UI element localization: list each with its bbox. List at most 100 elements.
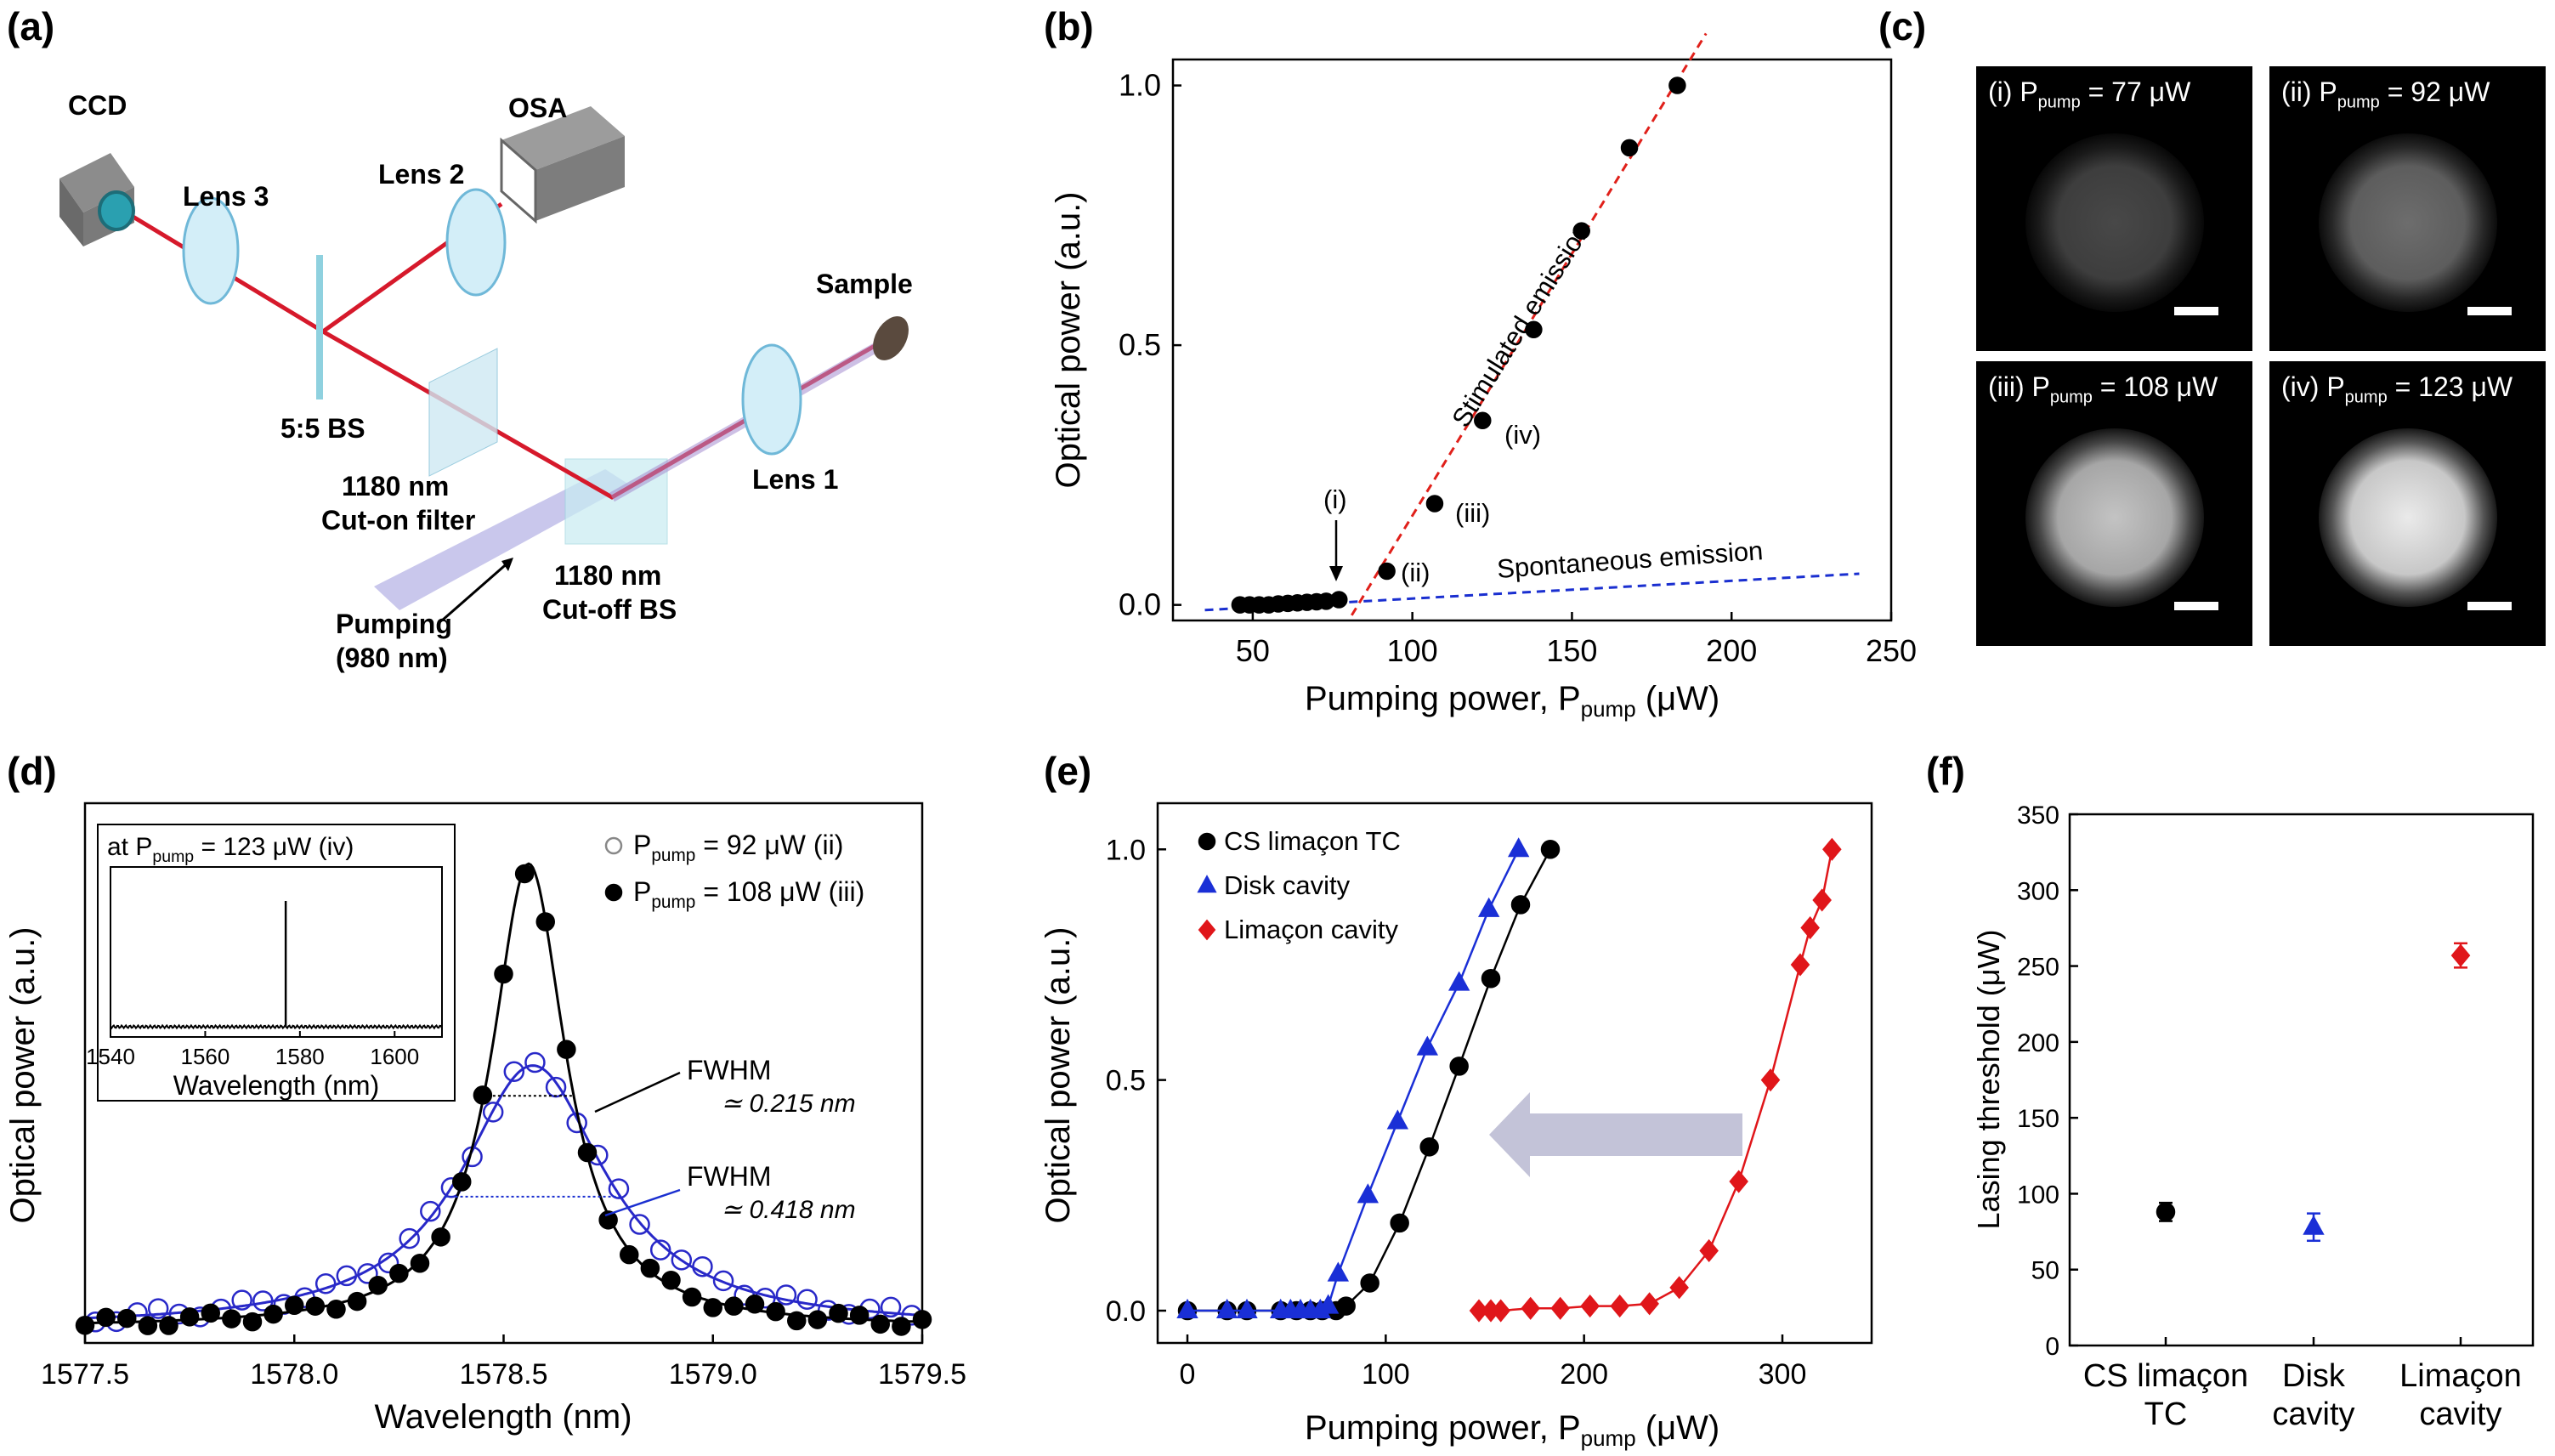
osa-box: [500, 106, 625, 224]
b-xtick-label-2: 150: [1546, 633, 1597, 668]
b-xtick-label-3: 200: [1706, 633, 1757, 668]
e-series2-point-6: [1610, 1295, 1629, 1318]
f-category-label-0-line2: TC: [2144, 1397, 2188, 1432]
cuton-filter: [428, 348, 498, 477]
d-series1-point-11: [305, 1296, 326, 1316]
microscope-label-1: (i) Ppump = 77 μW: [1988, 76, 2191, 112]
cutoff-bs-label-2: Cut-off BS: [542, 594, 677, 625]
d-series1-point-21: [514, 864, 535, 884]
d-series1-point-38: [870, 1314, 890, 1334]
f-category-label-2-line1: Limaçon: [2399, 1358, 2522, 1394]
microscope-label-4: (iv) Ppump = 123 μW: [2281, 371, 2513, 407]
panel-label-e: (e): [1044, 749, 1092, 793]
b-ytick-label-2: 1.0: [1119, 68, 1161, 103]
f-category-label-1-line1: Disk: [2282, 1358, 2346, 1394]
d-xtick-label-4: 1579.5: [878, 1358, 966, 1391]
d-series1-point-16: [410, 1254, 430, 1273]
e-series2-point-12: [1790, 953, 1810, 977]
d-series0-point-7: [231, 1289, 252, 1311]
d-xtick-label-1: 1578.0: [250, 1358, 338, 1391]
d-series1-point-25: [598, 1210, 618, 1230]
microscope-label-3: (iii) Ppump = 108 μW: [1988, 371, 2218, 407]
d-inset-xlabel: Wavelength (nm): [173, 1070, 379, 1101]
microscope-image-1: (i) Ppump = 77 μW: [1976, 66, 2252, 351]
e-series2-line: [1479, 849, 1833, 1312]
ccd-camera: [59, 153, 135, 246]
e-series0-point-14: [1510, 895, 1531, 915]
e-series0-point-10: [1390, 1213, 1409, 1233]
microscope-label-2: (ii) Ppump = 92 μW: [2281, 76, 2490, 112]
d-series0-point-15: [399, 1227, 420, 1249]
d-series1-point-37: [849, 1306, 870, 1325]
pump-arrow-head: [501, 558, 513, 571]
pumping-label-1: Pumping: [336, 609, 452, 639]
e-series1-point-12: [1416, 1035, 1439, 1056]
d-series0-point-20: [503, 1061, 525, 1082]
b-data-point-17: [1668, 76, 1686, 94]
b-xtick-label-4: 250: [1866, 633, 1917, 668]
bs55-label: 5:5 BS: [280, 413, 365, 444]
d-series1-point-31: [724, 1296, 744, 1316]
d-series1-point-15: [389, 1263, 409, 1283]
d-series0-point-13: [357, 1263, 378, 1284]
ccd-label: CCD: [68, 90, 127, 121]
b-data-point-11: [1378, 562, 1396, 581]
d-fwhm-arrow-1: [604, 1188, 681, 1217]
d-series0-point-38: [880, 1296, 902, 1318]
d-series0-point-11: [314, 1273, 337, 1295]
e-series1-point-11: [1386, 1109, 1409, 1130]
f-data-point-1: [2303, 1215, 2325, 1235]
setup-schematic: CCD OSA Lens 3 Lens 2 Sample 5:5 BS 1180…: [59, 90, 913, 673]
f-ytick-label-2: 100: [2017, 1181, 2059, 1209]
d-inset-frame: [97, 824, 456, 1102]
e-series2-point-2: [1491, 1299, 1510, 1323]
d-inset-xtick-label-2: 1580: [275, 1044, 325, 1069]
d-legend-marker-1: [604, 883, 623, 902]
e-series0-point-8: [1336, 1296, 1356, 1316]
e-series1-point-10: [1357, 1183, 1379, 1204]
d-series1-point-33: [766, 1301, 785, 1322]
e-series2-point-3: [1521, 1296, 1540, 1320]
d-series1-point-8: [242, 1312, 263, 1332]
scale-bar-3: [2174, 602, 2218, 610]
f-ytick-label-0: 0: [2045, 1333, 2059, 1361]
b-data-point-15: [1572, 222, 1590, 240]
microscope-image-2: (ii) Ppump = 92 μW: [2269, 66, 2546, 351]
lens1-label: Lens 1: [752, 464, 838, 495]
d-series0-point-34: [796, 1289, 818, 1310]
d-series1-point-26: [620, 1244, 639, 1265]
d-xtick-label-3: 1579.0: [669, 1358, 757, 1391]
d-series1-point-14: [368, 1275, 388, 1295]
cuton-filter-label-2: Cut-on filter: [321, 505, 475, 535]
e-xtick-label-3: 300: [1759, 1358, 1807, 1391]
lens3-shape: [182, 196, 240, 305]
e-series0-point-9: [1360, 1273, 1379, 1293]
cutoff-bs-label-1: 1180 nm: [554, 560, 661, 591]
f-category-label-1-line2: cavity: [2272, 1397, 2354, 1432]
d-series0-point-8: [252, 1290, 274, 1312]
d-legend-label-1: Ppump = 108 μW (iii): [633, 876, 864, 912]
e-series2-point-7: [1640, 1292, 1659, 1316]
d-ylabel: Optical power (a.u.): [4, 926, 42, 1223]
d-series1-point-35: [807, 1310, 828, 1329]
f-ylabel: Lasing threshold (μW): [1971, 930, 2006, 1230]
e-xtick-label-1: 100: [1362, 1358, 1410, 1391]
f-ytick-label-7: 350: [2017, 802, 2059, 830]
d-series1-point-40: [912, 1310, 932, 1329]
d-series1-point-29: [682, 1287, 702, 1307]
d-series1-point-28: [661, 1271, 681, 1290]
d-series1-point-0: [75, 1316, 95, 1335]
microscope-glow-3: [2025, 428, 2204, 608]
d-fit-curve-0: [84, 1064, 923, 1320]
panel-label-d: (d): [7, 749, 57, 793]
d-series1-point-22: [535, 912, 555, 932]
b-data-point-16: [1620, 139, 1639, 157]
e-series1-point-0: [1176, 1298, 1198, 1319]
d-inset-xtick-label-1: 1560: [181, 1044, 230, 1069]
d-series0-point-27: [649, 1239, 671, 1261]
d-series1-point-3: [138, 1316, 158, 1335]
d-fwhm-value-0: ≃ 0.215 nm: [721, 1090, 856, 1118]
e-series1-point-9: [1327, 1261, 1350, 1282]
d-series0-point-29: [692, 1255, 713, 1278]
